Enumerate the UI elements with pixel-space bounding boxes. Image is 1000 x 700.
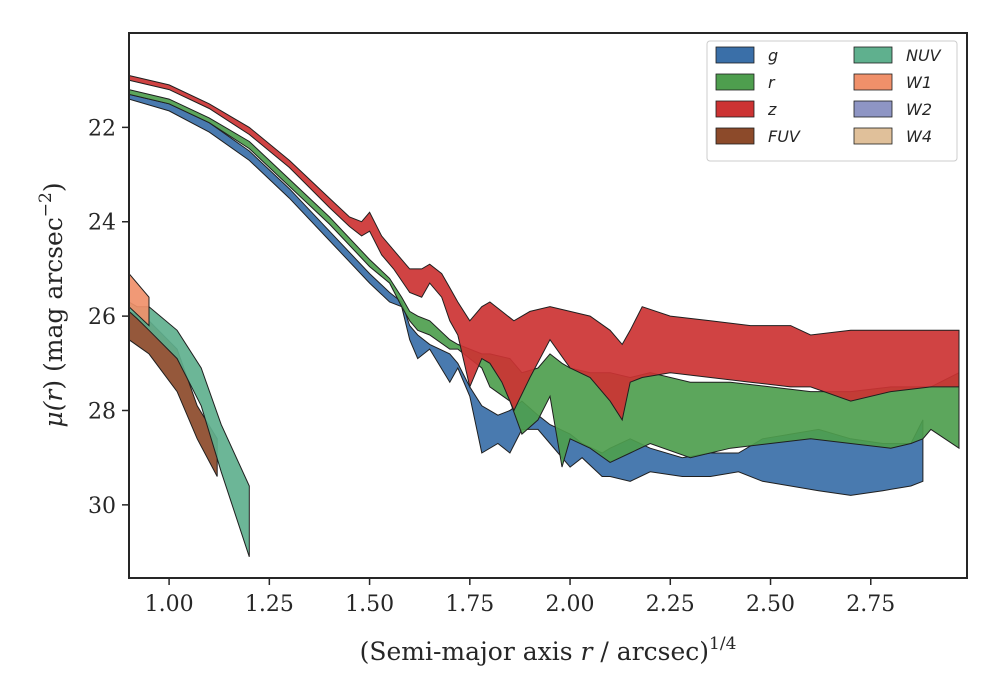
legend-frame [706,40,958,162]
x-axis-label-main: (Semi-major axis [360,637,581,666]
x-axis-label-exponent: 1/4 [709,634,736,654]
x-tick-label: 1.00 [145,592,194,617]
band-w1 [129,272,150,327]
legend-swatch-g [715,46,755,64]
legend-label-fuv: FUV [768,127,801,146]
y-tick-label: 28 [88,399,116,424]
x-axis: 1.00 1.25 1.50 1.75 2.00 2.25 2.50 2.75 [145,578,895,617]
legend-label-r: r [768,73,776,92]
x-tick-label: 2.75 [846,592,895,617]
legend-label-z: z [767,100,777,119]
plot-frame [128,32,968,579]
y-tick-label: 24 [88,211,116,236]
legend-label-g: g [768,46,778,65]
y-tick-label: 30 [88,494,116,519]
band-nuv [129,301,250,557]
x-axis-label-rest: / arcsec) [592,637,709,666]
y-axis-label: μ(r) (mag arcsec−2) [36,182,68,427]
legend-swatch-w4 [853,127,893,145]
legend-label-w1: W1 [906,73,932,92]
y-axis: 22 24 26 28 30 [88,116,129,519]
y-axis-label-main: μ( [39,400,68,427]
legend-swatch-z [715,100,755,118]
x-tick-label: 1.75 [445,592,494,617]
legend-swatch-w2 [853,100,893,118]
x-tick-label: 2.00 [546,592,595,617]
y-axis-label-close: ) [39,182,68,192]
y-axis-label-exponent: −2 [36,192,56,217]
x-axis-label: (Semi-major axis r / arcsec)1/4 [360,634,737,666]
y-tick-label: 26 [88,305,116,330]
band-z [129,74,960,422]
x-tick-label: 1.25 [245,592,294,617]
y-axis-label-var: r [39,388,68,402]
y-tick-label: 22 [88,116,116,141]
x-tick-label: 2.25 [646,592,695,617]
x-tick-label: 2.50 [746,592,795,617]
legend-swatch-fuv [715,127,755,145]
legend-label-nuv: NUV [906,46,942,65]
x-tick-label: 1.50 [345,592,394,617]
legend-swatch-r [715,73,755,91]
legend-label-w2: W2 [906,100,932,119]
band-r [129,89,960,468]
legend-label-w4: W4 [906,127,932,146]
y-axis-label-rest: ) (mag arcsec [39,217,68,390]
band-layer [129,74,960,557]
legend-swatch-w1 [853,73,893,91]
x-axis-label-var: r [581,637,595,666]
legend: grz FUV NUV W1 W2 W4 [706,40,958,162]
legend-swatch-nuv [853,46,893,64]
